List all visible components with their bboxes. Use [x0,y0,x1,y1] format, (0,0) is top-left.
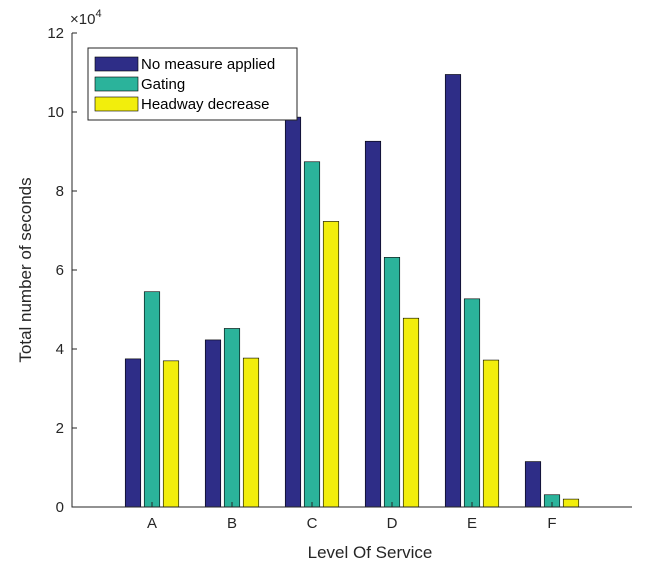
y-tick-label: 2 [56,420,64,437]
bar-C-gating [303,161,321,508]
bar-F-no-measure-applied [524,461,542,508]
bar-F-headway-decrease [562,498,580,508]
y-axis-title: Total number of seconds [16,177,35,362]
x-tick-label: F [547,515,556,532]
legend-label: Headway decrease [141,96,269,113]
bars-group [124,74,580,508]
x-tick-label: B [227,515,237,532]
legend-swatch [94,76,139,92]
x-tick-label: C [307,515,318,532]
bar-A-gating [143,291,161,508]
legend-swatch [94,96,139,112]
bar-A-no-measure-applied [124,358,142,508]
y-axis-ticks: 0 2 4 6 8 10 12 [47,25,77,516]
bar-E-no-measure-applied [444,74,462,508]
x-tick-label: E [467,515,477,532]
x-tick-label: D [387,515,398,532]
y-tick-label: 12 [47,25,64,42]
bar-E-headway-decrease [482,359,500,508]
bar-D-headway-decrease [402,317,420,508]
bar-D-gating [383,257,401,508]
bar-B-gating [223,328,241,508]
y-tick-label: 0 [56,499,64,516]
bar-B-no-measure-applied [204,339,222,508]
bar-A-headway-decrease [162,360,180,508]
bar-E-gating [463,298,481,508]
legend: No measure applied Gating Headway decrease [87,47,298,121]
y-tick-label: 6 [56,262,64,279]
y-tick-label: 10 [47,104,64,121]
legend-label: Gating [141,76,185,93]
legend-swatch [94,56,139,72]
x-axis-ticks: A B C D E F [147,502,557,532]
bar-D-no-measure-applied [364,140,382,508]
y-tick-label: 4 [56,341,64,358]
x-axis-title: Level Of Service [308,543,433,562]
y-axis-exponent: ×104 [70,8,102,28]
bar-C-headway-decrease [322,221,340,508]
y-tick-label: 8 [56,183,64,200]
bar-C-no-measure-applied [284,116,302,508]
bar-B-headway-decrease [242,357,260,508]
x-tick-label: A [147,515,157,532]
legend-label: No measure applied [141,56,275,73]
